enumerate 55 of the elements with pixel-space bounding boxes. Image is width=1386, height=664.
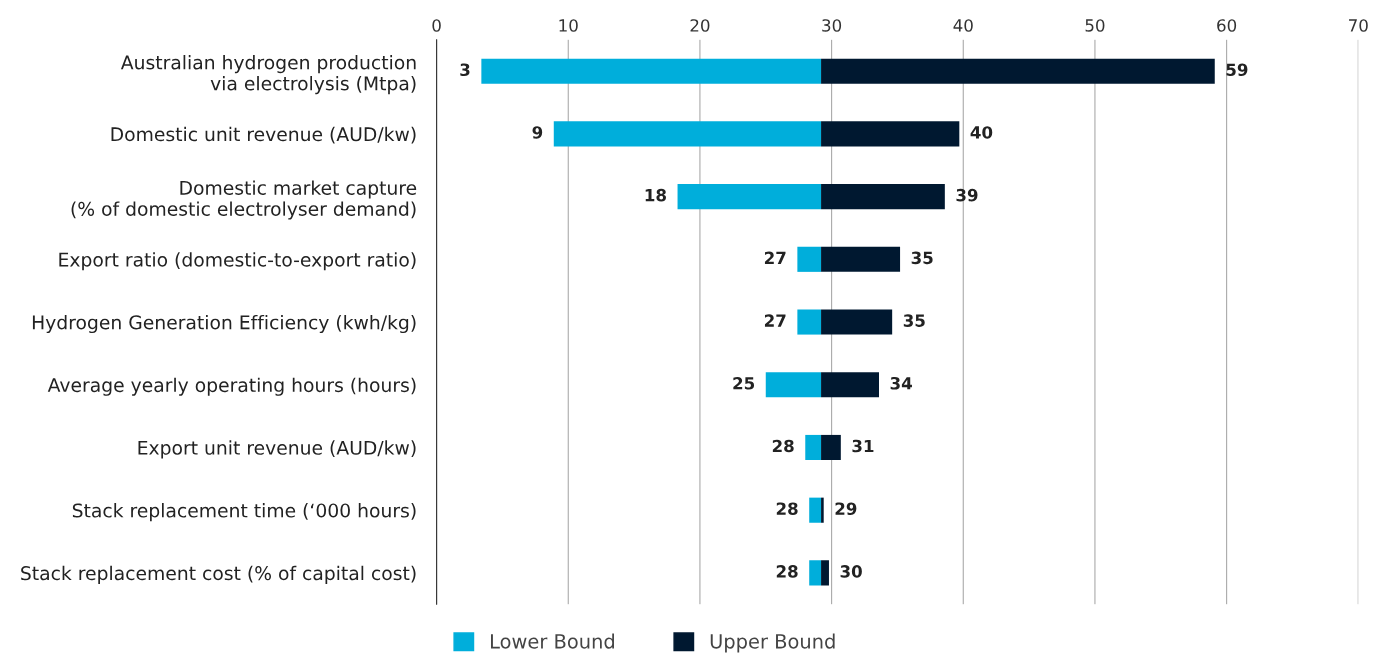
bar — [821, 184, 945, 210]
data-label: 9 — [532, 126, 543, 139]
y-tick-label: Average yearly operating hours (hours) — [47, 377, 416, 396]
x-tick-label: 20 — [690, 19, 710, 32]
data-label: 28 — [776, 565, 798, 578]
data-label: 34 — [890, 376, 912, 390]
data-label: 28 — [772, 439, 794, 453]
y-tick-label: Stack replacement time (‘000 hours) — [72, 503, 416, 522]
bar — [821, 560, 829, 586]
data-label: 29 — [835, 502, 857, 516]
x-tick-label: 0 — [432, 19, 441, 32]
data-label: 31 — [852, 439, 874, 453]
data-label: 39 — [956, 188, 978, 202]
y-tick-label: Australian hydrogen production via electrolysis (Mtpa) — [120, 55, 416, 95]
bar — [481, 58, 822, 84]
bar — [821, 309, 893, 335]
x-tick-label: 30 — [822, 19, 842, 32]
bar — [809, 497, 822, 523]
bar — [821, 497, 824, 523]
x-tick-label: 40 — [953, 19, 973, 32]
bar — [821, 372, 879, 398]
data-label: 18 — [645, 188, 666, 202]
legend-label: Upper Bound — [710, 633, 835, 653]
data-label: 27 — [764, 251, 786, 264]
data-label: 25 — [733, 376, 755, 390]
y-tick-label: Stack replacement cost (% of capital cost) — [21, 565, 416, 584]
bar — [553, 121, 822, 147]
data-label: 40 — [970, 126, 993, 139]
bar — [765, 372, 822, 398]
x-tick-label: 60 — [1217, 19, 1237, 32]
data-label: 27 — [764, 314, 786, 327]
bar — [805, 434, 822, 460]
data-label: 35 — [903, 314, 925, 327]
y-tick-label: Hydrogen Generation Efficiency (kwh/kg) — [32, 314, 416, 334]
legend-label: Lower Bound — [491, 633, 614, 649]
data-label: 59 — [1226, 63, 1248, 77]
data-label: 35 — [911, 251, 933, 265]
bar — [797, 309, 822, 335]
bar — [677, 184, 822, 210]
y-tick-label: Export unit revenue (AUD/kw) — [138, 440, 416, 459]
bar — [821, 58, 1215, 84]
x-tick-label: 10 — [559, 19, 578, 32]
y-tick-label: Domestic market capture (% of domestic electrolyser demand) — [71, 180, 417, 220]
x-tick-label: 70 — [1349, 19, 1368, 32]
data-label: 30 — [840, 565, 862, 578]
y-tick-label: Export ratio (domestic-to-export ratio) — [59, 252, 416, 271]
bar — [797, 246, 822, 272]
data-label: 3 — [460, 63, 470, 77]
bar — [809, 560, 822, 586]
x-tick-label: 50 — [1085, 19, 1105, 32]
bar — [821, 434, 841, 460]
bar — [821, 246, 901, 272]
bar — [821, 121, 960, 147]
y-tick-label: Domestic unit revenue (AUD/kw) — [111, 126, 416, 144]
data-label: 28 — [776, 502, 798, 516]
